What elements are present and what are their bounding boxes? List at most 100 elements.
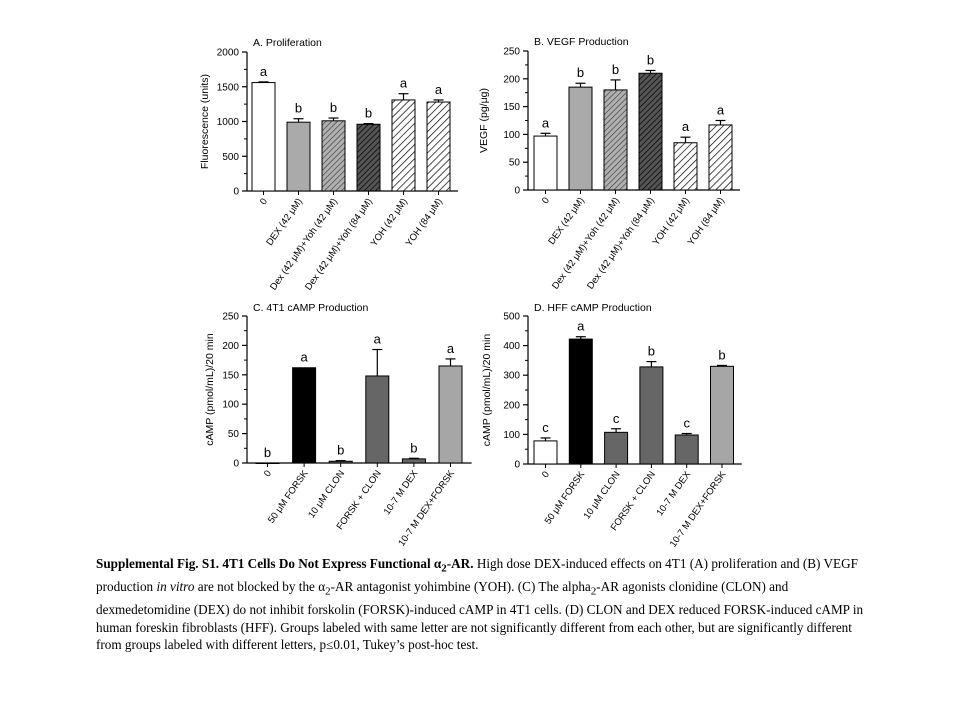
panel-c-y-tick-label: 150 bbox=[222, 370, 239, 381]
panel-b-bar bbox=[673, 142, 698, 191]
panel-c-category-label: 10-7 M DEX bbox=[382, 468, 421, 517]
panel-a-category-label: Dex (42 μM)+Yoh (84 μM) bbox=[303, 196, 375, 292]
panel-d-bar bbox=[639, 366, 664, 465]
figure-caption: Supplemental Fig. S1. 4T1 Cells Do Not E… bbox=[96, 556, 864, 653]
panel-a-category-label: Dex (42 μM)+Yoh (42 μM) bbox=[268, 196, 340, 292]
panel-d-significance-letter: c bbox=[542, 420, 549, 435]
panel-a-category-label: DEX (42 μM) bbox=[264, 196, 305, 247]
panel-a-y-label: Fluorescence (units) bbox=[199, 74, 211, 169]
panel-c-title: C. 4T1 cAMP Production bbox=[253, 302, 369, 314]
panel-c-bar bbox=[328, 460, 353, 464]
panel-b-y-label: VEGF (pg/μg) bbox=[478, 88, 490, 153]
panel-b-y-tick-label: 100 bbox=[503, 130, 520, 141]
panel-b-bar bbox=[603, 89, 628, 191]
panel-a-significance-letter: b bbox=[365, 106, 372, 121]
figure-panels: A. Proliferation0500100015002000Fluoresc… bbox=[199, 36, 742, 549]
caption-italic: in vitro bbox=[156, 579, 195, 595]
panel-b-title: B. VEGF Production bbox=[534, 36, 629, 48]
panel-a-bar bbox=[426, 101, 451, 192]
panel-a-bar bbox=[356, 123, 381, 192]
caption-bold-lead: Supplemental Fig. S1. 4T1 Cells Do Not E… bbox=[96, 556, 474, 575]
panel-a-y-tick-label: 2000 bbox=[217, 48, 240, 59]
panel-b-bar bbox=[533, 135, 558, 191]
panel-c-bar bbox=[438, 365, 463, 464]
panel-b-y-tick-label: 250 bbox=[503, 47, 520, 58]
panel-c-y-label: cAMP (pmol/mL)/20 min bbox=[204, 333, 216, 446]
panel-b-significance-letter: b bbox=[577, 65, 584, 80]
panel-d-y-tick-label: 400 bbox=[503, 341, 520, 352]
panel-c-y-tick-label: 100 bbox=[222, 400, 239, 411]
panel-d-significance-letter: b bbox=[648, 344, 655, 359]
panel-c-significance-letter: a bbox=[374, 332, 382, 347]
panel-c-significance-letter: a bbox=[447, 341, 455, 356]
panel-a-title: A. Proliferation bbox=[253, 37, 322, 49]
panel-d-y-label: cAMP (pmol/mL)/20 min bbox=[481, 334, 493, 447]
caption-text-4: -AR agonists clonidine (CLON) and dexmed… bbox=[96, 579, 864, 653]
panel-a-y-tick-label: 0 bbox=[233, 187, 239, 198]
panel-b-bar bbox=[638, 72, 663, 191]
panel-b-significance-letter: b bbox=[647, 52, 654, 67]
panel-c-category-label: 10 μM CLON bbox=[306, 468, 347, 520]
panel-c-significance-letter: b bbox=[264, 445, 271, 460]
panel-b-category-label: DEX (42 μM) bbox=[546, 195, 587, 246]
panel-d-y-tick-label: 500 bbox=[503, 312, 520, 323]
panel-a-significance-letter: a bbox=[260, 64, 268, 79]
panel-b-category-label: 0 bbox=[540, 195, 552, 206]
panel-a-bar bbox=[251, 82, 276, 192]
panel-b-y-tick-label: 150 bbox=[503, 102, 520, 113]
panel-a-significance-letter: b bbox=[330, 100, 337, 115]
panel-a-category-label: 0 bbox=[258, 196, 270, 207]
panel-c-y-tick-label: 0 bbox=[233, 459, 239, 470]
panel-a-bar bbox=[321, 120, 346, 192]
panel-a-significance-letter: b bbox=[295, 101, 302, 116]
panel-d-significance-letter: a bbox=[577, 319, 585, 334]
panel-d-category-label: 10 μM CLON bbox=[582, 469, 623, 521]
panel-c-significance-letter: b bbox=[410, 440, 417, 455]
panel-d-bar bbox=[533, 440, 558, 465]
panel-d-y-tick-label: 300 bbox=[503, 371, 520, 382]
panel-a-y-tick-label: 1500 bbox=[217, 82, 240, 93]
panel-c-bar bbox=[401, 458, 426, 464]
panel-a-y-tick-label: 1000 bbox=[217, 117, 240, 128]
panel-a-y-tick-label: 500 bbox=[222, 152, 239, 163]
panel-d-significance-letter: c bbox=[683, 416, 690, 431]
panel-c-significance-letter: a bbox=[300, 350, 308, 365]
panel-c-bar bbox=[365, 375, 390, 464]
panel-d-bar bbox=[710, 365, 734, 465]
panel-b-significance-letter: b bbox=[612, 62, 619, 77]
panel-d-category-label: 10-7 M DEX bbox=[654, 469, 693, 518]
panel-a-significance-letter: a bbox=[400, 76, 408, 91]
panel-b-significance-letter: a bbox=[682, 119, 690, 134]
panel-c-category-label: 0 bbox=[262, 468, 274, 479]
caption-text-3: -AR antagonist yohimbine (YOH). (C) The … bbox=[330, 579, 591, 595]
panel-d-y-tick-label: 200 bbox=[503, 400, 520, 411]
panel-d-y-tick-label: 100 bbox=[503, 430, 520, 441]
panel-c-bar bbox=[292, 367, 317, 464]
panel-c-category-label: 50 μM FORSK bbox=[266, 468, 311, 526]
panel-c-significance-letter: b bbox=[337, 443, 344, 458]
panel-d-bar bbox=[674, 434, 699, 465]
caption-text-1: High dose DEX-induced effects on 4T1 (A)… bbox=[96, 556, 858, 595]
panel-d-significance-letter: b bbox=[718, 347, 725, 362]
panel-c-y-tick-label: 50 bbox=[228, 429, 240, 440]
panel-b-bar bbox=[568, 86, 593, 191]
panel-a-category-label: YOH (84 μM) bbox=[404, 196, 445, 248]
panel-b-category-label: Dex (42 μM)+Yoh (84 μM) bbox=[585, 195, 657, 291]
panel-b-significance-letter: a bbox=[542, 115, 550, 130]
panel-c-y-tick-label: 200 bbox=[222, 341, 239, 352]
panel-c-y-tick-label: 250 bbox=[222, 312, 239, 323]
panel-d-significance-letter: c bbox=[613, 411, 620, 426]
panel-a-bar bbox=[286, 121, 311, 192]
panel-b-significance-letter: a bbox=[717, 103, 725, 118]
panel-d-bar bbox=[568, 338, 593, 465]
panel-d-title: D. HFF cAMP Production bbox=[534, 302, 652, 314]
panel-a-bar bbox=[391, 99, 416, 192]
panel-b-y-tick-label: 50 bbox=[509, 158, 521, 169]
panel-d-y-tick-label: 0 bbox=[514, 460, 520, 471]
panel-d-category-label: 0 bbox=[540, 469, 552, 480]
panel-b-category-label: Dex (42 μM)+Yoh (42 μM) bbox=[550, 195, 622, 291]
panel-b-bar bbox=[708, 124, 733, 191]
panel-a-significance-letter: a bbox=[435, 82, 443, 97]
panel-b-y-tick-label: 0 bbox=[514, 186, 520, 197]
panel-b-category-label: YOH (84 μM) bbox=[686, 195, 727, 247]
